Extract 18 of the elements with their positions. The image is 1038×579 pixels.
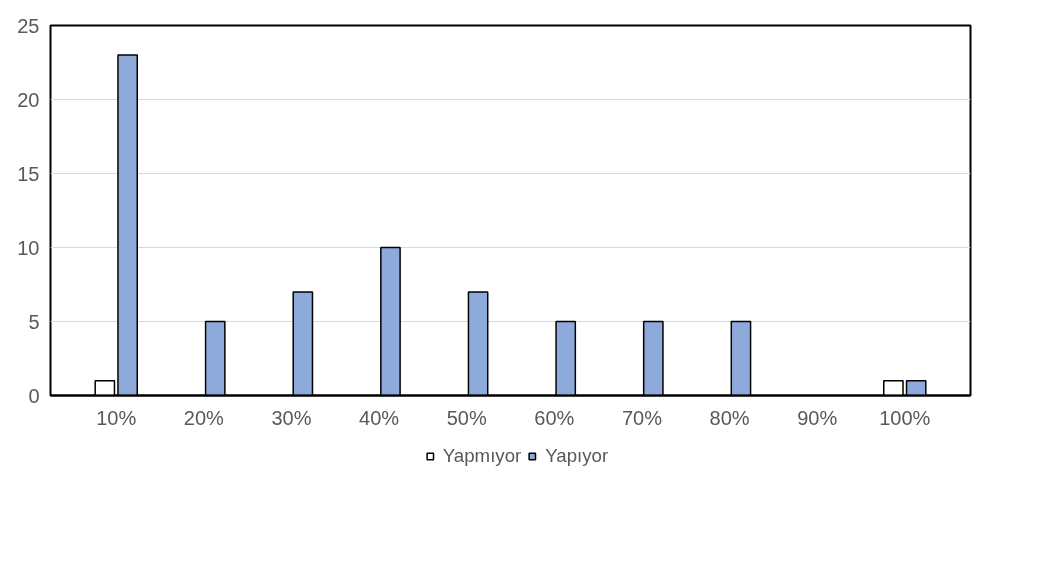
y-tick-label: 10 <box>17 236 40 259</box>
x-tick-label: 90% <box>797 406 838 429</box>
x-tick-label: 10% <box>96 406 137 429</box>
legend-label: Yapıyor <box>545 445 609 467</box>
x-tick-label: 100% <box>879 406 931 429</box>
y-tick-label: 15 <box>17 162 40 185</box>
x-tick-label: 30% <box>271 406 312 429</box>
x-tick-label: 80% <box>709 406 750 429</box>
x-tick-label: 40% <box>359 406 400 429</box>
x-tick-label: 20% <box>183 406 225 429</box>
legend-label: Yapmıyor <box>442 445 522 467</box>
y-tick-label: 20 <box>17 88 40 111</box>
y-tick-label: 0 <box>28 384 40 407</box>
y-tick-label: 5 <box>28 310 40 333</box>
x-tick-label: 50% <box>446 406 487 429</box>
x-tick-label: 60% <box>534 406 575 429</box>
y-tick-label: 25 <box>17 14 40 37</box>
x-tick-label: 70% <box>621 406 663 429</box>
